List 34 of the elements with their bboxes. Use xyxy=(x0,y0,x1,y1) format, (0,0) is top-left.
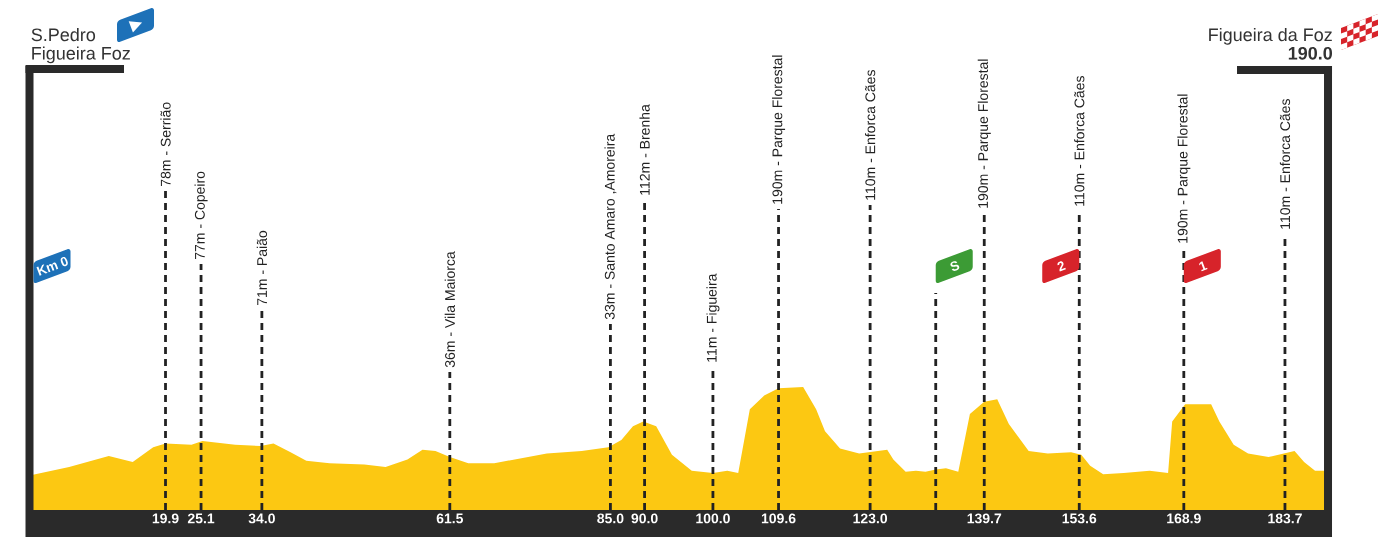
ref-line-label: 71m - Paião xyxy=(256,230,268,306)
ref-line-label: 77m - Copeiro xyxy=(194,171,208,260)
ref-line-label: 112m - Brenha xyxy=(639,104,650,195)
x-tick-label: 139.7 xyxy=(967,513,1002,524)
x-tick-label: 61.5 xyxy=(436,513,464,524)
text: Figueira Foz xyxy=(32,46,130,64)
ref-line-label: 110m - Enforca Cães xyxy=(865,70,876,200)
x-tick-label: 153.6 xyxy=(1062,513,1097,524)
ref-line-label: 190m - Parque Florestal xyxy=(1177,94,1191,243)
ref-line-label: 110m - Enforca Cães xyxy=(1074,76,1085,206)
x-tick-label: 90.0 xyxy=(631,513,658,524)
ref-line-label: 78m - Serrião xyxy=(160,102,171,187)
x-tick-label: 19.9 xyxy=(152,513,179,524)
ref-line-label: 36m - Vila Maiorca xyxy=(444,251,455,368)
ref-line-label: 190m - Parque Florestal xyxy=(977,59,991,208)
x-tick-label: 34.0 xyxy=(248,513,275,524)
text: 190.0 xyxy=(1288,46,1333,60)
text: Figueira da Foz xyxy=(1209,27,1332,45)
x-tick-label: 100.0 xyxy=(696,513,730,524)
text: 1 xyxy=(1199,261,1208,272)
text: 2 xyxy=(1057,261,1066,272)
x-tick-label: 85.0 xyxy=(597,513,624,524)
text: S.Pedro xyxy=(31,27,96,42)
ref-line-label: 190m - Parque Florestal xyxy=(772,55,786,204)
x-tick-label: 123.0 xyxy=(853,513,888,524)
x-tick-label: 25.1 xyxy=(187,513,215,524)
ref-line-label: 11m - Figueira xyxy=(706,273,720,362)
x-tick-label: 183.7 xyxy=(1268,513,1302,524)
ref-line-label: 110m - Enforca Cães xyxy=(1279,99,1291,229)
x-tick-label: 168.9 xyxy=(1167,513,1201,524)
text: S xyxy=(950,261,960,271)
ref-line-label: 33m - Santo Amaro ,Amoreira xyxy=(604,133,617,320)
text: Km 0 xyxy=(36,256,68,276)
x-tick-label: 109.6 xyxy=(761,513,796,524)
